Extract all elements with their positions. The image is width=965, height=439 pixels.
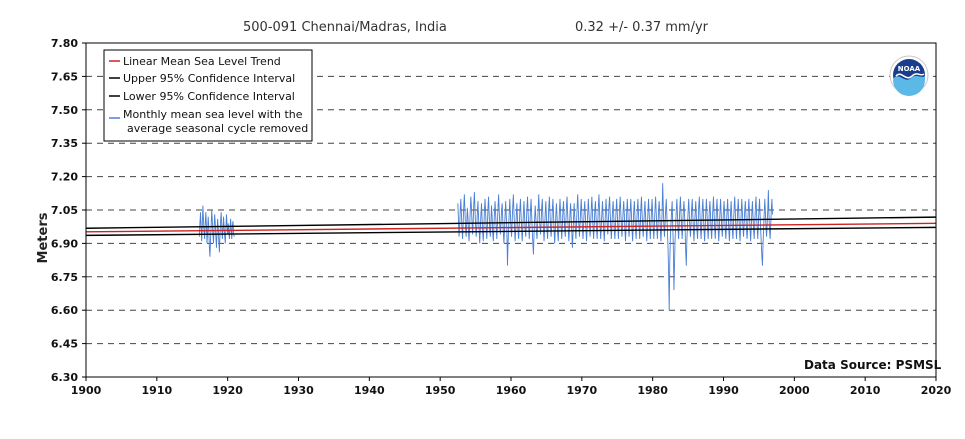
monthly-msl-line [198, 205, 235, 257]
y-tick-label: 7.35 [51, 137, 78, 150]
y-tick-label: 7.80 [51, 37, 78, 50]
x-axis-ticks: 1900 1910 1920 1930 1940 1950 1960 1970 1980 1990… [71, 377, 952, 397]
monthly-msl-line [457, 183, 773, 311]
y-tick-label: 7.65 [51, 70, 78, 83]
x-tick-label: 1980 [637, 384, 668, 397]
y-axis-label: Meters [36, 212, 51, 263]
x-tick-label: 2020 [921, 384, 952, 397]
upper-confidence-line [85, 216, 937, 229]
legend-label-upper: Upper 95% Confidence Interval [123, 72, 295, 85]
noaa-logo: NOAA [889, 55, 929, 96]
series-group [85, 183, 937, 311]
trend-line [85, 222, 937, 233]
x-tick-label: 1990 [708, 384, 739, 397]
x-tick-label: 1950 [425, 384, 456, 397]
x-tick-label: 1960 [496, 384, 527, 397]
x-tick-label: 1900 [71, 384, 102, 397]
noaa-logo-text: NOAA [898, 65, 921, 73]
y-tick-label: 7.20 [51, 171, 78, 184]
legend-label-lower: Lower 95% Confidence Interval [123, 90, 295, 103]
x-tick-label: 2000 [779, 384, 810, 397]
x-tick-label: 1970 [567, 384, 598, 397]
y-tick-label: 7.05 [51, 204, 78, 217]
noaa-logo-wave [893, 75, 925, 96]
y-tick-label: 6.60 [51, 304, 78, 317]
chart-title: 500-091 Chennai/Madras, India [243, 20, 447, 35]
plot-frame [85, 42, 937, 378]
y-tick-label: 6.90 [51, 237, 78, 250]
trend-rate-label: 0.32 +/- 0.37 mm/yr [575, 20, 709, 35]
legend-label-monthly: Monthly mean sea level with the [123, 108, 303, 121]
legend-label-trend: Linear Mean Sea Level Trend [123, 55, 281, 68]
x-tick-label: 1910 [142, 384, 173, 397]
legend: Linear Mean Sea Level Trend Upper 95% Co… [103, 49, 313, 142]
lower-confidence-line [85, 226, 937, 237]
legend-label-monthly-line2: average seasonal cycle removed [127, 122, 308, 135]
y-tick-label: 6.75 [51, 271, 78, 284]
y-tick-label: 6.45 [51, 338, 78, 351]
y-tick-label: 6.30 [51, 371, 78, 384]
gridlines [86, 75, 936, 345]
y-tick-label: 7.50 [51, 104, 78, 117]
x-tick-label: 1930 [283, 384, 314, 397]
legend-box [103, 49, 313, 142]
x-tick-label: 2010 [850, 384, 881, 397]
y-axis-ticks: 7.80 7.65 7.50 7.35 7.20 7.05 6.90 6.75 6.60 6.45… [51, 37, 86, 384]
data-source-label: Data Source: PSMSL [804, 358, 942, 372]
x-tick-label: 1920 [212, 384, 243, 397]
x-tick-label: 1940 [354, 384, 385, 397]
noaa-logo-wave-crest [895, 73, 925, 79]
